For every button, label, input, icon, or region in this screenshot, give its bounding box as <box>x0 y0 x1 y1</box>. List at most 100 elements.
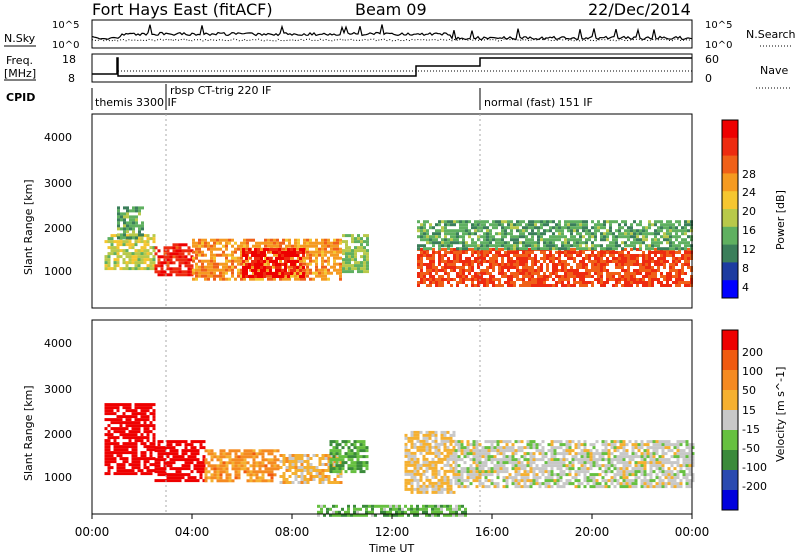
heatmap-cell-p-3 <box>210 274 213 278</box>
heatmap-cell-p-2 <box>169 270 173 274</box>
heatmap-cell-v-7 <box>383 510 386 514</box>
heatmap-cell-v-0 <box>131 433 135 437</box>
heatmap-cell-p-6 <box>648 257 651 260</box>
heatmap-cell-v-7 <box>323 513 326 517</box>
heatmap-cell-v-0 <box>149 457 153 461</box>
heatmap-cell-p-7 <box>573 244 576 248</box>
heatmap-cell-p-3 <box>240 274 243 278</box>
heatmap-cell-p-3 <box>297 247 300 251</box>
heatmap-cell-p-7 <box>651 232 654 236</box>
heatmap-cell-p-6 <box>618 278 621 281</box>
heatmap-cell-p-4 <box>290 254 293 257</box>
heatmap-cell-p-2 <box>157 258 161 262</box>
heatmap-cell-p-6 <box>660 263 663 266</box>
power-cb-tick-28: 28 <box>742 168 756 181</box>
heatmap-cell-p-3 <box>192 277 195 281</box>
heatmap-cell-v-6 <box>661 461 665 465</box>
heatmap-cell-v-6 <box>634 452 638 456</box>
heatmap-cell-p-7 <box>594 226 597 230</box>
heatmap-cell-v-0 <box>131 442 135 446</box>
heatmap-cell-v-6 <box>655 458 659 462</box>
heatmap-cell-p-6 <box>609 272 612 275</box>
heatmap-cell-v-0 <box>152 427 156 431</box>
heatmap-cell-p-0 <box>137 249 141 253</box>
heatmap-cell-p-6 <box>660 257 663 260</box>
heatmap-cell-v-6 <box>487 446 491 450</box>
heatmap-cell-v-6 <box>685 446 689 450</box>
heatmap-cell-v-3 <box>297 475 301 478</box>
heatmap-cell-p-0 <box>131 267 135 271</box>
heatmap-cell-v-6 <box>640 461 644 465</box>
heatmap-cell-p-2 <box>166 249 170 253</box>
heatmap-cell-v-6 <box>598 455 602 459</box>
heatmap-cell-p-6 <box>570 257 573 260</box>
heatmap-cell-v-6 <box>547 443 551 447</box>
heatmap-cell-v-2 <box>210 479 214 483</box>
heatmap-cell-p-6 <box>594 260 597 263</box>
heatmap-cell-p-0 <box>104 240 108 244</box>
heatmap-cell-p-6 <box>576 281 579 284</box>
heatmap-cell-p-7 <box>669 241 672 245</box>
heatmap-cell-p-6 <box>507 257 510 260</box>
heatmap-cell-p-4 <box>281 257 284 260</box>
heatmap-cell-p-0 <box>137 261 141 265</box>
heatmap-cell-p-7 <box>447 247 450 251</box>
heatmap-cell-p-6 <box>498 248 501 251</box>
heatmap-cell-v-1 <box>190 446 194 450</box>
heatmap-cell-p-0 <box>143 252 147 256</box>
heatmap-cell-v-5 <box>449 457 453 461</box>
heatmap-cell-p-7 <box>507 220 510 224</box>
heatmap-cell-v-0 <box>143 442 147 446</box>
heatmap-cell-p-6 <box>585 275 588 278</box>
heatmap-cell-p-4 <box>251 269 254 272</box>
heatmap-cell-p-6 <box>651 251 654 254</box>
heatmap-cell-p-4 <box>272 260 275 263</box>
heatmap-cell-v-7 <box>392 507 395 511</box>
heatmap-cell-v-2 <box>228 461 232 465</box>
heatmap-cell-v-6 <box>682 449 686 453</box>
heatmap-cell-p-3 <box>192 250 195 254</box>
heatmap-cell-v-5 <box>434 475 438 479</box>
heatmap-cell-p-6 <box>501 275 504 278</box>
heatmap-cell-p-7 <box>489 238 492 242</box>
heatmap-cell-v-1 <box>172 452 176 456</box>
heatmap-cell-v-6 <box>571 455 575 459</box>
heatmap-cell-v-0 <box>146 457 150 461</box>
heatmap-cell-v-4 <box>359 440 363 444</box>
heatmap-cell-v-0 <box>128 439 132 443</box>
heatmap-cell-p-7 <box>687 235 690 239</box>
heatmap-cell-v-0 <box>125 448 129 452</box>
heatmap-cell-v-0 <box>137 436 141 440</box>
heatmap-cell-p-4 <box>290 263 293 266</box>
heatmap-cell-v-6 <box>565 443 569 447</box>
heatmap-cell-p-6 <box>579 281 582 284</box>
heatmap-cell-p-7 <box>672 229 675 233</box>
heatmap-cell-p-6 <box>501 263 504 266</box>
heatmap-cell-p-6 <box>615 266 618 269</box>
heatmap-cell-p-6 <box>552 269 555 272</box>
heatmap-cell-p-7 <box>447 244 450 248</box>
heatmap-cell-p-7 <box>645 235 648 239</box>
heatmap-cell-p-6 <box>603 269 606 272</box>
heatmap-cell-p-7 <box>624 232 627 236</box>
heatmap-cell-p-6 <box>444 269 447 272</box>
heatmap-cell-v-1 <box>184 458 188 462</box>
heatmap-cell-p-4 <box>257 260 260 263</box>
heatmap-cell-v-2 <box>246 461 250 465</box>
heatmap-cell-v-6 <box>496 458 500 462</box>
heatmap-cell-p-7 <box>510 232 513 236</box>
heatmap-cell-p-3 <box>279 244 282 248</box>
heatmap-cell-p-7 <box>441 220 444 224</box>
heatmap-cell-p-6 <box>495 260 498 263</box>
heatmap-cell-v-6 <box>589 443 593 447</box>
heatmap-cell-p-3 <box>339 274 342 278</box>
heatmap-cell-v-3 <box>339 472 343 475</box>
heatmap-cell-v-6 <box>505 485 509 489</box>
heatmap-cell-p-4 <box>263 275 266 278</box>
heatmap-cell-v-5 <box>407 481 411 485</box>
heatmap-cell-v-2 <box>243 461 247 465</box>
heatmap-cell-p-2 <box>172 249 176 253</box>
heatmap-cell-p-6 <box>516 260 519 263</box>
heatmap-cell-p-6 <box>447 251 450 254</box>
heatmap-cell-v-2 <box>234 473 238 477</box>
